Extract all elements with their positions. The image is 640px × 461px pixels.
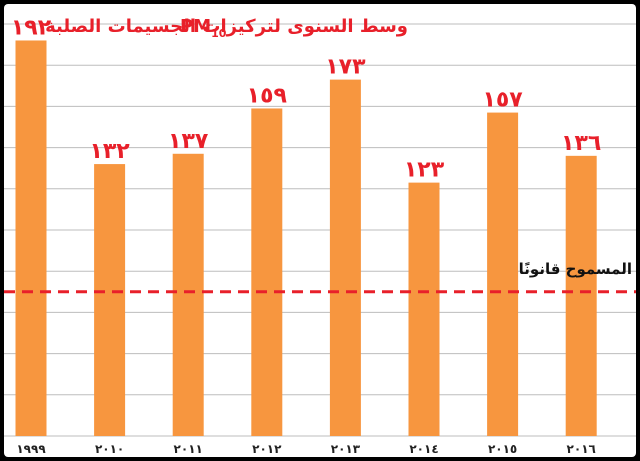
bar-value-label: ١٣٦ [561, 131, 601, 156]
chart-title-pm-base: PM [180, 16, 211, 37]
value-labels: ١٩٢ ١٣٢ ١٣٧ ١٥٩ ١٧٣ ١٢٣ ١٥٧ ١٣٦ [11, 15, 601, 182]
x-tick-label: ٢٠١٢ [252, 442, 282, 456]
x-tick-label: ٢٠١٥ [488, 442, 517, 456]
bar [94, 164, 126, 436]
bar-chart: المسموح قانونًا ١٩٢ ١٣٢ ١٣٧ ١٥٩ ١٧٣ ١٢٣ ١٥٧ ١٣٦… [4, 15, 636, 456]
x-tick-label: ١٩٩٩ [16, 442, 46, 456]
bar [172, 153, 204, 436]
bar [487, 112, 519, 436]
bar-value-label: ١٧٣ [325, 55, 366, 80]
bar [565, 155, 597, 436]
bar-value-label: ١٩٢ [11, 15, 52, 40]
bar-value-label: ١٣٧ [168, 129, 209, 154]
bar [408, 182, 440, 436]
chart-title-pm-subscript: 10 [211, 27, 227, 40]
x-tick-label: ٢٠١٠ [95, 442, 124, 456]
bars [15, 40, 597, 437]
bar-value-label: ١٣٢ [89, 139, 130, 164]
reference-line-label: المسموح قانونًا [519, 260, 632, 278]
reference-line-group: المسموح قانونًا [4, 260, 636, 294]
bar-value-label: ١٢٣ [404, 158, 445, 183]
bar [251, 108, 283, 437]
chart-title-pm: PM10 [180, 16, 227, 40]
x-tick-label: ٢٠١٦ [567, 442, 596, 456]
x-tick-label: ٢٠١٤ [409, 442, 438, 456]
chart-title-group: وسط السنوى لتركيزات الجسيمات الصلبة PM10 [45, 16, 408, 40]
x-tick-label: ٢٠١٣ [331, 442, 361, 456]
bar-value-label: ١٥٩ [247, 83, 287, 108]
chart-title: وسط السنوى لتركيزات الجسيمات الصلبة [45, 16, 408, 37]
x-tick-labels: ١٩٩٩ ٢٠١٠ ٢٠١١ ٢٠١٢ ٢٠١٣ ٢٠١٤ ٢٠١٥ ٢٠١٦ [16, 442, 595, 456]
bar-value-label: ١٥٧ [482, 88, 523, 113]
bar [15, 40, 47, 436]
chart-panel: المسموح قانونًا ١٩٢ ١٣٢ ١٣٧ ١٥٩ ١٧٣ ١٢٣ ١٥٧ ١٣٦… [4, 4, 636, 457]
bar [329, 79, 361, 437]
x-tick-label: ٢٠١١ [174, 442, 203, 456]
